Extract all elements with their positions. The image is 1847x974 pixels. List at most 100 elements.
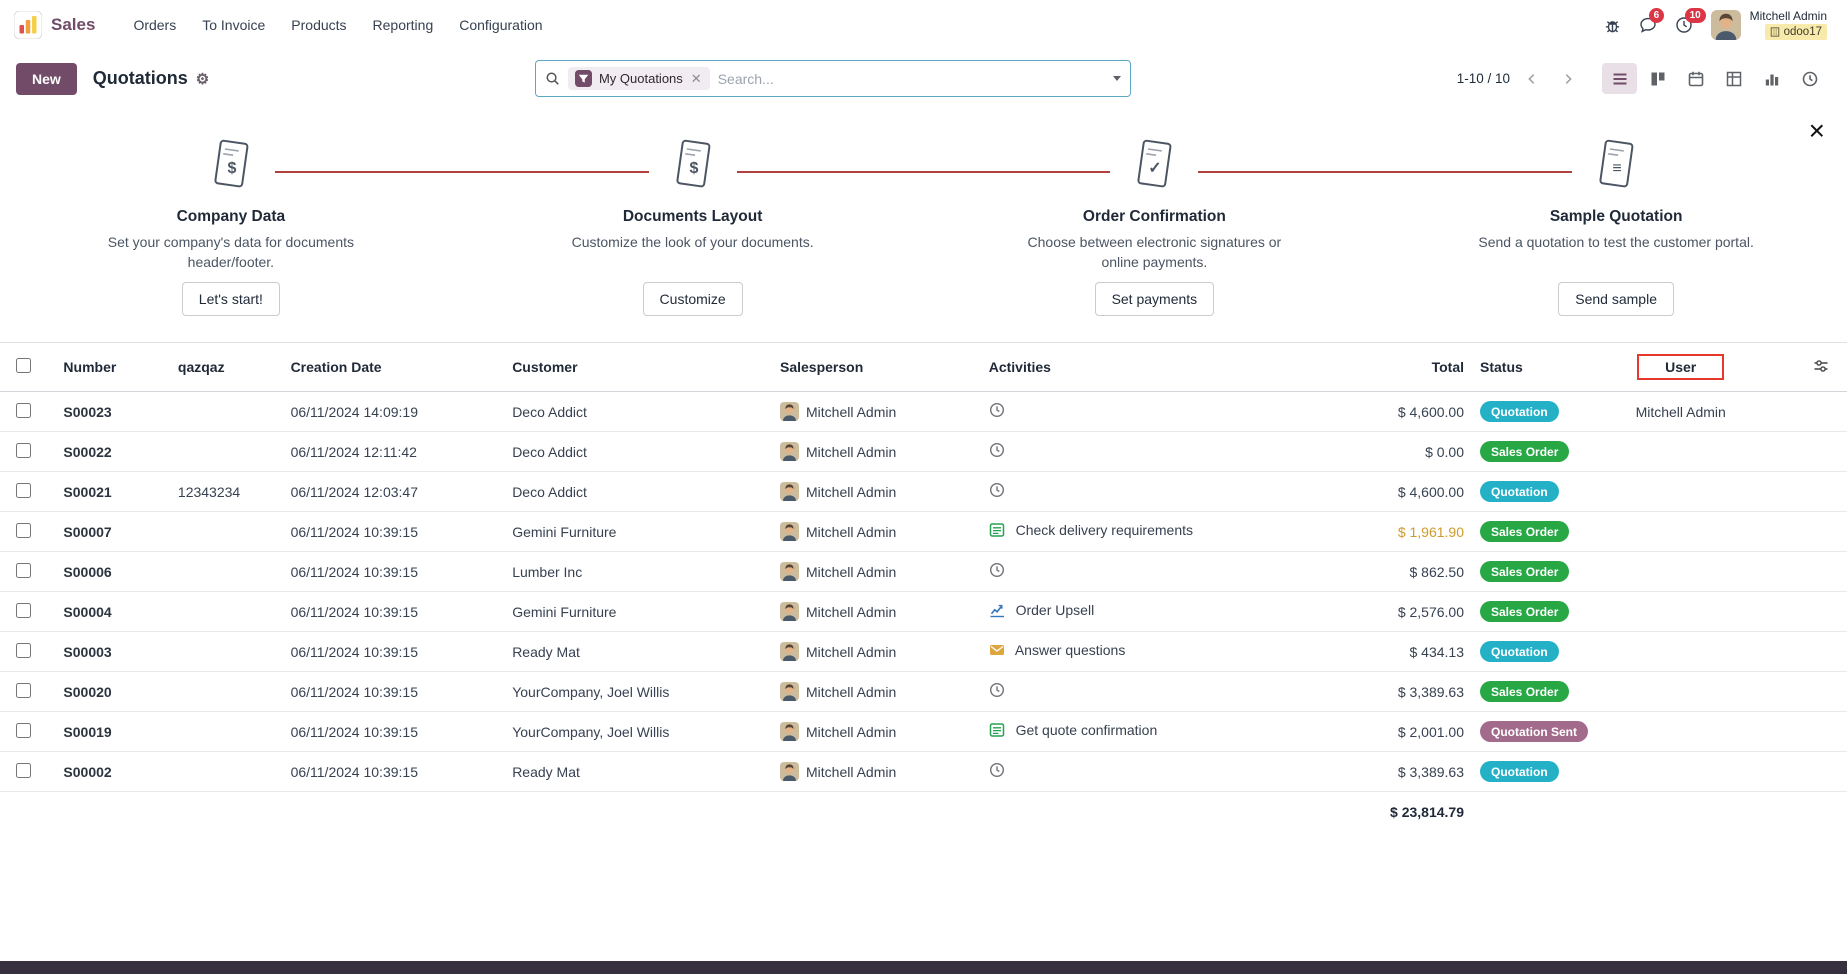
- status-badge: Quotation Sent: [1480, 721, 1588, 742]
- step-action-button[interactable]: Let's start!: [181, 282, 280, 316]
- messages-badge: 6: [1648, 8, 1665, 23]
- step-action-button[interactable]: Set payments: [1094, 282, 1215, 316]
- activity-clock-icon[interactable]: [989, 562, 1005, 581]
- facet-remove-icon[interactable]: ✕: [690, 70, 702, 86]
- order-total: $ 4,600.00: [1302, 471, 1472, 512]
- order-number: S00023: [55, 391, 170, 432]
- row-checkbox[interactable]: [16, 402, 31, 418]
- table-row[interactable]: S00002 06/11/2024 10:39:15 Ready Mat Mit…: [0, 751, 1847, 792]
- activity-clock-icon[interactable]: [989, 762, 1005, 781]
- table-row[interactable]: S00023 06/11/2024 14:09:19 Deco Addict M…: [0, 391, 1847, 432]
- col-header-salesperson[interactable]: Salesperson: [772, 343, 981, 392]
- activity-tasks-icon[interactable]: [989, 722, 1005, 741]
- customer-name: Lumber Inc: [504, 551, 772, 592]
- messages-icon[interactable]: 6: [1639, 8, 1665, 34]
- table-row[interactable]: S00020 06/11/2024 10:39:15 YourCompany, …: [0, 671, 1847, 712]
- sales-app-icon[interactable]: [14, 11, 42, 39]
- search-input[interactable]: Search...: [717, 70, 774, 87]
- activity-cell[interactable]: [980, 671, 1303, 712]
- search-dropdown-caret-icon[interactable]: [1112, 76, 1121, 81]
- col-header-customer[interactable]: Customer: [504, 343, 772, 392]
- activity-clock-icon[interactable]: [989, 442, 1005, 461]
- col-header-qazqaz[interactable]: qazqaz: [169, 343, 283, 392]
- activity-mail-icon[interactable]: [989, 642, 1005, 661]
- view-calendar-icon[interactable]: [1678, 63, 1713, 94]
- nav-menu-item[interactable]: To Invoice: [202, 17, 266, 33]
- col-header-number[interactable]: Number: [55, 343, 170, 392]
- search-facet[interactable]: My Quotations ✕: [567, 67, 710, 90]
- activity-chart-icon[interactable]: [989, 602, 1005, 621]
- view-graph-icon[interactable]: [1754, 63, 1789, 94]
- activity-tasks-icon[interactable]: [989, 522, 1005, 541]
- salesperson-cell: Mitchell Admin: [772, 711, 981, 752]
- row-checkbox[interactable]: [16, 682, 31, 698]
- activity-cell[interactable]: Check delivery requirements: [980, 511, 1303, 552]
- app-name[interactable]: Sales: [51, 15, 96, 34]
- pager-previous-icon[interactable]: [1518, 65, 1546, 93]
- activities-icon[interactable]: 10: [1675, 8, 1706, 34]
- col-header-creation-date[interactable]: Creation Date: [282, 343, 505, 392]
- debug-bug-icon[interactable]: [1604, 17, 1621, 34]
- order-number: S00004: [55, 591, 170, 632]
- step-action-button[interactable]: Customize: [642, 282, 743, 316]
- step-description: Send a quotation to test the customer po…: [1478, 234, 1754, 250]
- company-tag: odoo17: [1764, 23, 1827, 41]
- user-menu[interactable]: Mitchell Admin odoo17: [1710, 9, 1827, 41]
- nav-menu-item[interactable]: Orders: [133, 17, 177, 33]
- activity-cell[interactable]: [980, 551, 1303, 592]
- status-cell: Quotation: [1472, 391, 1607, 432]
- activity-cell[interactable]: Order Upsell: [980, 591, 1303, 632]
- order-number: S00022: [55, 431, 170, 472]
- row-checkbox[interactable]: [16, 602, 31, 618]
- table-row[interactable]: S00007 06/11/2024 10:39:15 Gemini Furnit…: [0, 511, 1847, 552]
- table-row[interactable]: S00003 06/11/2024 10:39:15 Ready Mat Mit…: [0, 631, 1847, 672]
- table-row[interactable]: S00021 12343234 06/11/2024 12:03:47 Deco…: [0, 471, 1847, 512]
- salesperson-cell: Mitchell Admin: [772, 431, 981, 472]
- table-row[interactable]: S00006 06/11/2024 10:39:15 Lumber Inc Mi…: [0, 551, 1847, 592]
- row-checkbox[interactable]: [16, 442, 31, 458]
- view-kanban-icon[interactable]: [1640, 63, 1675, 94]
- row-checkbox[interactable]: [16, 762, 31, 778]
- row-checkbox[interactable]: [16, 562, 31, 578]
- search-bar[interactable]: My Quotations ✕ Search...: [534, 60, 1131, 97]
- activity-clock-icon[interactable]: [989, 402, 1005, 421]
- row-checkbox[interactable]: [16, 722, 31, 738]
- col-header-activities[interactable]: Activities: [980, 343, 1303, 392]
- user-avatar[interactable]: [1710, 10, 1741, 40]
- activity-clock-icon[interactable]: [989, 482, 1005, 501]
- nav-menu-item[interactable]: Configuration: [459, 17, 543, 33]
- col-header-status[interactable]: Status: [1472, 343, 1607, 392]
- activity-summary: Get quote confirmation: [1015, 722, 1158, 738]
- activity-cell[interactable]: [980, 751, 1303, 792]
- select-all-checkbox[interactable]: [16, 358, 31, 373]
- activity-cell[interactable]: [980, 471, 1303, 512]
- optional-columns-icon[interactable]: [1813, 358, 1829, 374]
- row-checkbox[interactable]: [16, 642, 31, 658]
- col-header-user[interactable]: User: [1606, 343, 1755, 392]
- banner-close-icon[interactable]: ×: [1808, 115, 1825, 146]
- table-row[interactable]: S00019 06/11/2024 10:39:15 YourCompany, …: [0, 711, 1847, 752]
- new-button[interactable]: New: [16, 62, 77, 95]
- table-row[interactable]: S00022 06/11/2024 12:11:42 Deco Addict M…: [0, 431, 1847, 472]
- nav-menu-item[interactable]: Products: [291, 17, 347, 33]
- row-checkbox[interactable]: [16, 522, 31, 538]
- gear-icon[interactable]: ⚙: [195, 70, 210, 88]
- pager-next-icon[interactable]: [1554, 65, 1582, 93]
- customer-name: Deco Addict: [504, 471, 772, 512]
- activity-cell[interactable]: [980, 391, 1303, 432]
- row-checkbox[interactable]: [16, 482, 31, 498]
- activity-cell[interactable]: [980, 431, 1303, 472]
- activity-cell[interactable]: Get quote confirmation: [980, 711, 1303, 752]
- view-activity-icon[interactable]: [1792, 63, 1827, 94]
- status-badge: Sales Order: [1480, 561, 1570, 582]
- col-header-total[interactable]: Total: [1302, 343, 1472, 392]
- view-list-icon[interactable]: [1602, 63, 1637, 94]
- activity-summary: Answer questions: [1014, 642, 1126, 658]
- activity-clock-icon[interactable]: [989, 682, 1005, 701]
- activity-cell[interactable]: Answer questions: [980, 631, 1303, 672]
- step-action-button[interactable]: Send sample: [1558, 282, 1674, 316]
- view-pivot-icon[interactable]: [1716, 63, 1751, 94]
- app-switcher[interactable]: Sales: [14, 11, 95, 39]
- nav-menu-item[interactable]: Reporting: [372, 17, 434, 33]
- table-row[interactable]: S00004 06/11/2024 10:39:15 Gemini Furnit…: [0, 591, 1847, 632]
